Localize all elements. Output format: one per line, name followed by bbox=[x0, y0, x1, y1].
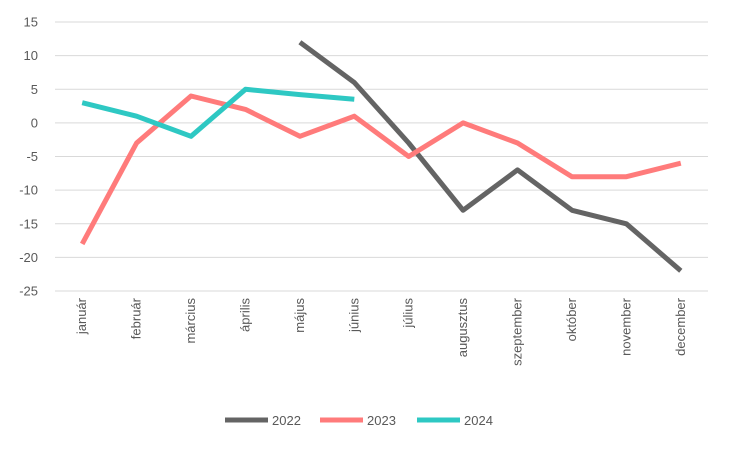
x-tick-label: január bbox=[74, 297, 89, 335]
legend: 2022 2023 2024 bbox=[225, 413, 493, 428]
legend-label: 2024 bbox=[464, 413, 493, 428]
y-tick-label: -10 bbox=[19, 183, 38, 198]
y-tick-label: -5 bbox=[26, 149, 38, 164]
x-tick-label: július bbox=[401, 298, 416, 329]
y-tick-label: -20 bbox=[19, 250, 38, 265]
x-tick-label: június bbox=[346, 298, 361, 333]
y-tick-label: 15 bbox=[24, 15, 38, 30]
y-tick-label: 10 bbox=[24, 48, 38, 63]
x-axis-ticks: január február március április május június jú… bbox=[74, 297, 688, 366]
series-lines bbox=[79, 40, 683, 273]
series-line-2024 bbox=[81, 86, 355, 139]
y-tick-label: 5 bbox=[31, 82, 38, 97]
x-tick-label: szeptember bbox=[510, 297, 525, 366]
x-tick-label: február bbox=[129, 297, 144, 339]
x-tick-label: november bbox=[618, 297, 633, 355]
x-tick-label: december bbox=[673, 297, 688, 355]
series-line-2023 bbox=[79, 93, 682, 246]
x-tick-label: május bbox=[292, 298, 307, 333]
x-tick-label: március bbox=[183, 298, 198, 344]
legend-label: 2022 bbox=[272, 413, 301, 428]
x-tick-label: április bbox=[237, 298, 252, 332]
y-tick-label: 0 bbox=[31, 115, 38, 130]
y-tick-label: -15 bbox=[19, 216, 38, 231]
gridlines bbox=[55, 21, 708, 292]
legend-label: 2023 bbox=[367, 413, 396, 428]
series-line-2022 bbox=[298, 40, 683, 273]
y-axis-ticks: 15 10 5 0 -5 -10 -15 -20 -25 bbox=[19, 15, 38, 299]
y-tick-label: -25 bbox=[19, 284, 38, 299]
x-tick-label: október bbox=[564, 297, 579, 341]
x-tick-label: augusztus bbox=[455, 298, 470, 358]
